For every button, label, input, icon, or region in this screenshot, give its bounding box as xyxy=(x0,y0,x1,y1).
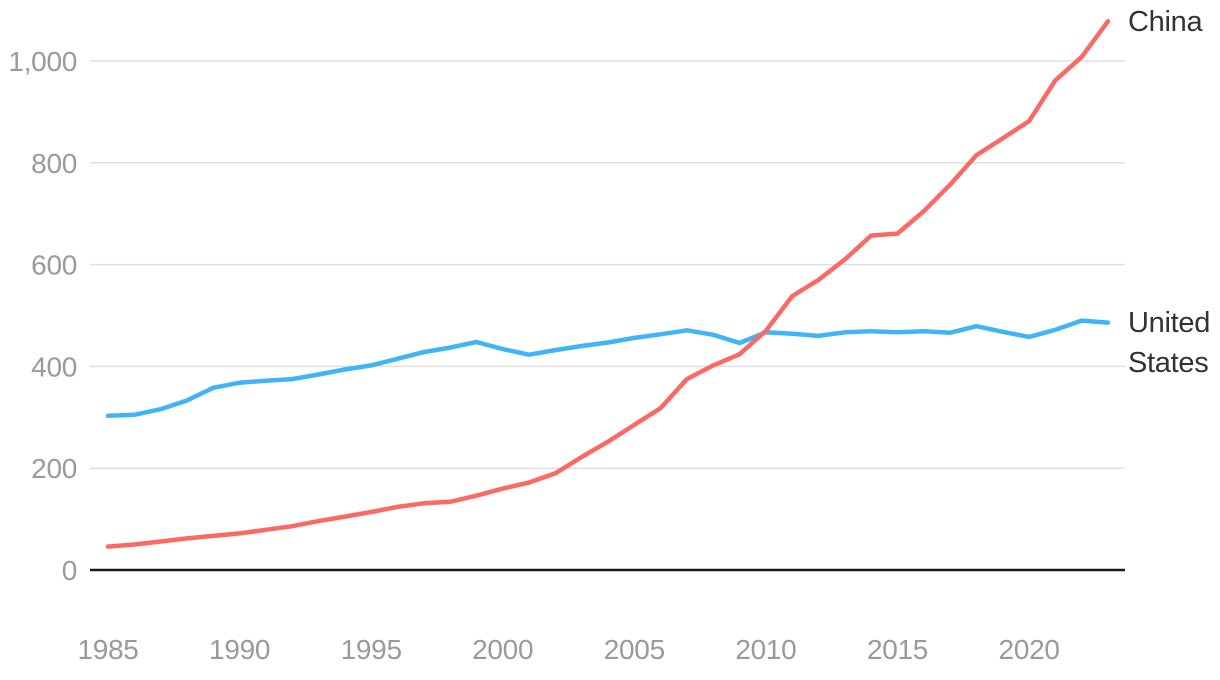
series-label-united-states-line1: United xyxy=(1128,307,1211,339)
x-axis-tick-label: 2005 xyxy=(604,634,665,665)
x-axis-tick-label: 2000 xyxy=(472,634,533,665)
x-axis-tick-label: 1990 xyxy=(209,634,270,665)
x-axis-tick-label: 2015 xyxy=(867,634,928,665)
y-axis-tick-label: 800 xyxy=(31,148,77,179)
series-line-united-states xyxy=(105,318,1111,419)
x-axis-tick-label: 2010 xyxy=(735,634,796,665)
series-line-china xyxy=(105,19,1111,549)
y-axis-tick-label: 1,000 xyxy=(8,46,77,77)
x-axis-tick-label: 1985 xyxy=(77,634,138,665)
series-label-united-states: United States xyxy=(1128,303,1210,383)
y-axis-tick-label: 600 xyxy=(31,250,77,281)
y-axis-tick-label: 200 xyxy=(31,453,77,484)
series-label-united-states-line2: States xyxy=(1128,347,1209,379)
y-axis-tick-label: 400 xyxy=(31,351,77,382)
x-axis-tick-label: 1995 xyxy=(341,634,402,665)
y-axis-tick-label: 0 xyxy=(62,555,77,586)
series-label-china: China xyxy=(1128,6,1203,38)
x-axis-tick-label: 2020 xyxy=(999,634,1060,665)
